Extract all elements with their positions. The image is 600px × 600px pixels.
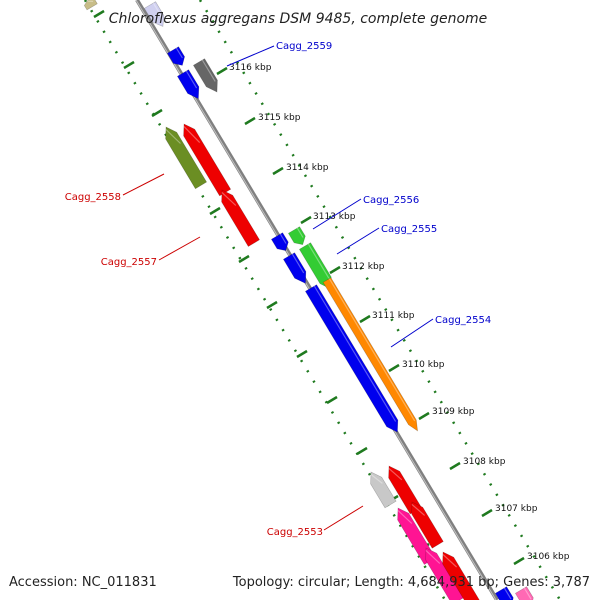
gene-feature-shine [152, 2, 163, 18]
kbp-labels: 3116 kbp 3115 kbp 3114 kbp 3113 kbp 3112 kbp… [229, 63, 570, 562]
gene-feature-arrow[interactable] [287, 226, 306, 245]
gene-feature-arrow[interactable] [298, 242, 332, 290]
gene-label[interactable]: Cagg_2556 [363, 195, 419, 206]
major-tick-mark [216, 66, 228, 76]
kbp-tick-label: 3115 kbp [258, 113, 301, 123]
major-tick-mark [449, 461, 461, 471]
gene-feature-arrow[interactable] [221, 189, 260, 247]
gene-feature-shine [185, 70, 198, 89]
gene-feature-shine [201, 59, 216, 82]
gene-feature-shine [328, 278, 416, 422]
gene-feature-shine [523, 587, 532, 600]
major-tick-mark [481, 508, 493, 518]
gene-features [83, 0, 534, 600]
gene-feature-arrow[interactable] [176, 69, 200, 100]
major-tick-mark [513, 556, 525, 566]
kbp-tick-label: 3108 kbp [463, 457, 506, 467]
kbp-tick-label: 3109 kbp [432, 407, 475, 417]
gene-feature-shine [425, 549, 441, 564]
gene-feature-shine [388, 467, 403, 481]
gene-feature-arrow[interactable] [304, 284, 399, 433]
major-tick-mark [244, 116, 256, 126]
gene-feature-arrow[interactable] [165, 126, 208, 190]
major-tick-mark [266, 300, 278, 310]
gene-feature-shine [279, 233, 287, 244]
gene-feature-arrow[interactable] [270, 232, 289, 251]
gene-feature-shine [442, 553, 458, 568]
genome-title: Chloroflexus aggregans DSM 9485, complet… [109, 11, 488, 27]
major-tick-mark [418, 411, 430, 421]
gene-feature-shine [503, 587, 512, 600]
gene-feature-shine [313, 285, 397, 422]
major-tick-mark [272, 166, 284, 176]
gene-feature-shine [183, 125, 201, 144]
gene-label-leader [122, 173, 165, 196]
gene-label-leader [336, 227, 380, 255]
kbp-tick-label: 3114 kbp [286, 163, 329, 173]
outer-dotted-track [198, 0, 562, 600]
gene-label[interactable]: Cagg_2553 [267, 527, 323, 538]
gene-feature-shine [291, 253, 305, 274]
gene-feature-shine [221, 191, 237, 206]
gene-feature-shine [411, 503, 425, 516]
gene-label-leader [312, 198, 362, 230]
major-tick-mark [209, 206, 221, 216]
gene-feature-shine [165, 128, 181, 144]
gene-feature-arrow[interactable] [425, 547, 464, 600]
gene-label-leader [226, 45, 275, 67]
gene-feature-arrow[interactable] [282, 252, 307, 284]
inner-dotted-track [83, 0, 447, 600]
gene-label[interactable]: Cagg_2558 [65, 192, 121, 203]
gene-feature-arrow[interactable] [166, 46, 185, 66]
gene-label-leader [390, 318, 434, 348]
gene-feature-arrow[interactable] [494, 586, 514, 600]
gene-feature-arrow[interactable] [322, 277, 418, 432]
gene-labels: Cagg_2559 Cagg_2558 Cagg_2557 Cagg_2556 Cagg… [65, 41, 492, 538]
major-tick-mark [296, 349, 308, 359]
major-tick-mark [329, 265, 341, 275]
gene-label[interactable]: Cagg_2557 [101, 257, 157, 268]
gene-feature-shine [397, 509, 413, 524]
kbp-tick-label: 3113 kbp [313, 212, 356, 222]
gene-label[interactable]: Cagg_2559 [276, 41, 332, 52]
kbp-tick-label: 3112 kbp [342, 262, 385, 272]
major-tick-mark [300, 215, 312, 225]
gene-feature-arrow[interactable] [411, 501, 444, 549]
kbp-tick-label: 3110 kbp [402, 360, 445, 370]
gene-label[interactable]: Cagg_2554 [435, 315, 491, 326]
major-tick-mark [326, 395, 338, 405]
major-tick-mark [388, 363, 400, 373]
kbp-tick-label: 3106 kbp [527, 552, 570, 562]
gene-feature-arrow[interactable] [514, 586, 534, 600]
gene-feature-arrow[interactable] [370, 471, 397, 509]
kbp-tick-label: 3107 kbp [495, 504, 538, 514]
gene-label-leader [158, 236, 201, 261]
gene-feature-arrow[interactable] [83, 0, 98, 11]
gene-feature-arrow[interactable] [192, 58, 218, 93]
gene-feature-shine [307, 243, 330, 279]
gene-feature-shine [370, 473, 383, 484]
gene-feature-shine [296, 227, 304, 238]
gene-feature-arrow[interactable] [442, 551, 480, 600]
gene-label-leader [323, 505, 364, 531]
topology-summary: Topology: circular; Length: 4,684,931 bp… [232, 575, 590, 590]
major-tick-mark [359, 314, 371, 324]
gene-label[interactable]: Cagg_2555 [381, 224, 437, 235]
major-tick-mark [238, 254, 250, 264]
gene-feature-shine [175, 47, 183, 59]
major-tick-mark [93, 9, 105, 19]
major-tick-mark [151, 108, 163, 118]
kbp-tick-label: 3111 kbp [372, 311, 415, 321]
major-tick-mark [123, 60, 135, 70]
accession-text: Accession: NC_011831 [9, 575, 157, 590]
gene-feature-arrow[interactable] [143, 1, 165, 27]
major-tick-mark [356, 446, 368, 456]
kbp-tick-label: 3116 kbp [229, 63, 272, 73]
